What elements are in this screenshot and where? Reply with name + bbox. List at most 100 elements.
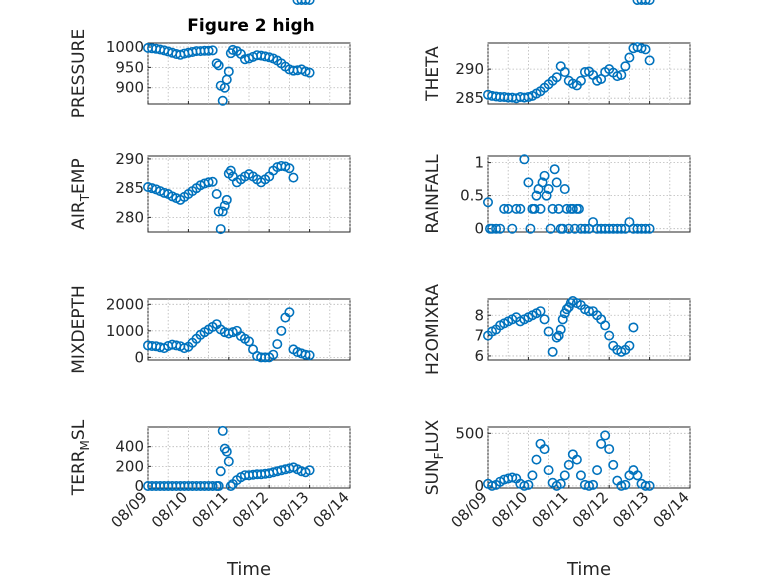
data-point — [640, 223, 651, 234]
data-point — [215, 466, 226, 477]
figure-title: Figure 2 high — [187, 16, 315, 36]
y-tick-label: 950 — [115, 58, 144, 76]
y-tick-label: 0 — [474, 220, 484, 238]
x-tick-label: 08/12 — [569, 488, 612, 531]
data-point — [563, 459, 574, 470]
data-point — [592, 465, 603, 476]
subplot-rainfall: 0 0.5 1 RAINFALL — [423, 154, 691, 238]
y-tick-label: 0 — [474, 477, 484, 495]
data-point — [644, 55, 655, 66]
data-point — [624, 52, 635, 63]
data-point — [507, 223, 518, 234]
data-point — [211, 189, 222, 200]
data-point — [559, 67, 570, 78]
y-tick-label: 900 — [115, 79, 144, 97]
data-point — [557, 314, 568, 325]
data-point — [529, 203, 540, 214]
plot-area — [487, 426, 691, 489]
data-point — [553, 330, 564, 341]
data-point — [296, 0, 307, 5]
data-point — [304, 465, 315, 476]
data-point — [575, 75, 586, 86]
y-tick-label: 1000 — [106, 38, 144, 56]
data-point — [565, 298, 576, 309]
data-point — [300, 349, 311, 360]
data-point — [499, 203, 510, 214]
plot-area — [147, 42, 351, 105]
y-tick-label: 0 — [134, 477, 144, 495]
data-point — [203, 45, 214, 56]
data-point — [600, 320, 611, 331]
data-point — [207, 45, 218, 56]
data-point — [491, 223, 502, 234]
data-point — [482, 197, 493, 208]
data-point — [640, 480, 651, 491]
data-point — [551, 72, 562, 83]
data-point — [217, 206, 228, 217]
data-point — [571, 454, 582, 465]
data-point — [531, 454, 542, 465]
x-axis-label: Time — [226, 559, 271, 580]
data-point — [555, 324, 566, 335]
data-point — [636, 0, 647, 5]
subplot-theta: 285 290 THETA — [423, 42, 691, 107]
data-point — [264, 52, 275, 63]
y-tick-label: 1 — [474, 154, 484, 172]
y-axis-label: PRESSURE — [69, 29, 89, 118]
data-point — [604, 330, 615, 341]
y-axis-label: H2OMIXRA — [423, 284, 443, 375]
data-point — [535, 203, 546, 214]
data-point — [268, 349, 279, 360]
data-point — [527, 470, 538, 481]
y-tick-label: 200 — [115, 457, 144, 475]
data-point — [221, 446, 232, 457]
x-tick-label: 08/09 — [108, 488, 151, 531]
data-point — [600, 430, 611, 441]
y-tick-label: 285 — [455, 89, 484, 107]
data-point — [531, 190, 542, 201]
data-point — [575, 470, 586, 481]
data-point — [519, 480, 530, 491]
x-tick-label: 08/12 — [229, 488, 272, 531]
data-point — [640, 44, 651, 55]
data-point — [215, 224, 226, 235]
data-point — [551, 177, 562, 188]
data-point — [304, 0, 315, 5]
data-point — [620, 479, 631, 490]
x-tick-label: 08/11 — [188, 488, 231, 531]
data-point — [628, 322, 639, 333]
y-tick-label: 400 — [115, 438, 144, 456]
data-point — [213, 481, 224, 492]
data-point — [543, 326, 554, 337]
data-point — [644, 223, 655, 234]
data-point — [300, 66, 311, 77]
subplot-h2omixra: 6 7 8 H2OMIXRA — [423, 0, 691, 375]
data-point — [244, 336, 255, 347]
data-point — [604, 444, 615, 455]
data-point — [221, 194, 232, 205]
data-point — [596, 438, 607, 449]
data-point — [487, 480, 498, 491]
data-point — [537, 177, 548, 188]
data-point — [557, 223, 568, 234]
x-tick-label: 08/13 — [269, 488, 312, 531]
data-point — [525, 223, 536, 234]
data-point — [159, 187, 170, 198]
data-point — [547, 203, 558, 214]
data-point — [541, 190, 552, 201]
data-point — [559, 470, 570, 481]
data-point — [304, 350, 315, 361]
data-point — [563, 223, 574, 234]
subplot-air-temp: 280 285 290 AIRTEMP — [69, 0, 351, 235]
data-point — [588, 479, 599, 490]
x-tick-label: 08/14 — [650, 488, 693, 531]
y-axis-label: SUNFLUX — [423, 419, 446, 495]
data-point — [608, 459, 619, 470]
data-point — [644, 0, 655, 5]
data-point — [213, 60, 224, 71]
data-point — [523, 177, 534, 188]
data-point — [217, 425, 228, 436]
y-tick-label: 290 — [115, 150, 144, 168]
